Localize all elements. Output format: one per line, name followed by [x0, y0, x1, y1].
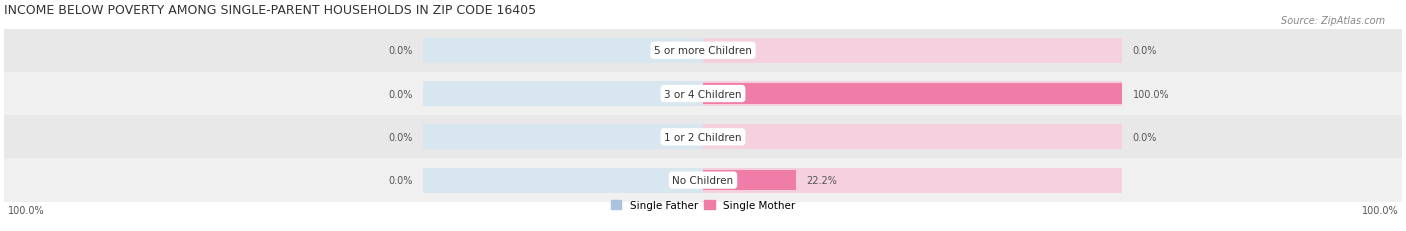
- Bar: [703, 170, 796, 191]
- Bar: [423, 168, 703, 193]
- Bar: [4, 30, 1402, 73]
- Text: No Children: No Children: [672, 175, 734, 185]
- Text: 0.0%: 0.0%: [388, 132, 413, 142]
- Bar: [703, 39, 1122, 64]
- Bar: [703, 82, 1122, 107]
- Bar: [4, 159, 1402, 202]
- Bar: [423, 125, 703, 150]
- Text: 3 or 4 Children: 3 or 4 Children: [664, 89, 742, 99]
- Text: 5 or more Children: 5 or more Children: [654, 46, 752, 56]
- Text: 22.2%: 22.2%: [807, 175, 838, 185]
- Text: 0.0%: 0.0%: [1133, 132, 1157, 142]
- Text: 0.0%: 0.0%: [388, 89, 413, 99]
- Bar: [423, 82, 703, 107]
- Text: 1 or 2 Children: 1 or 2 Children: [664, 132, 742, 142]
- Legend: Single Father, Single Mother: Single Father, Single Mother: [610, 200, 796, 210]
- Text: INCOME BELOW POVERTY AMONG SINGLE-PARENT HOUSEHOLDS IN ZIP CODE 16405: INCOME BELOW POVERTY AMONG SINGLE-PARENT…: [4, 4, 536, 17]
- Text: Source: ZipAtlas.com: Source: ZipAtlas.com: [1281, 16, 1385, 26]
- Text: 0.0%: 0.0%: [1133, 46, 1157, 56]
- Bar: [4, 116, 1402, 159]
- Text: 100.0%: 100.0%: [1362, 205, 1399, 215]
- Bar: [703, 168, 1122, 193]
- Text: 100.0%: 100.0%: [1133, 89, 1170, 99]
- Bar: [423, 39, 703, 64]
- Text: 100.0%: 100.0%: [7, 205, 44, 215]
- Text: 0.0%: 0.0%: [388, 175, 413, 185]
- Bar: [703, 125, 1122, 150]
- Bar: [4, 73, 1402, 116]
- Text: 0.0%: 0.0%: [388, 46, 413, 56]
- Bar: [703, 84, 1122, 104]
